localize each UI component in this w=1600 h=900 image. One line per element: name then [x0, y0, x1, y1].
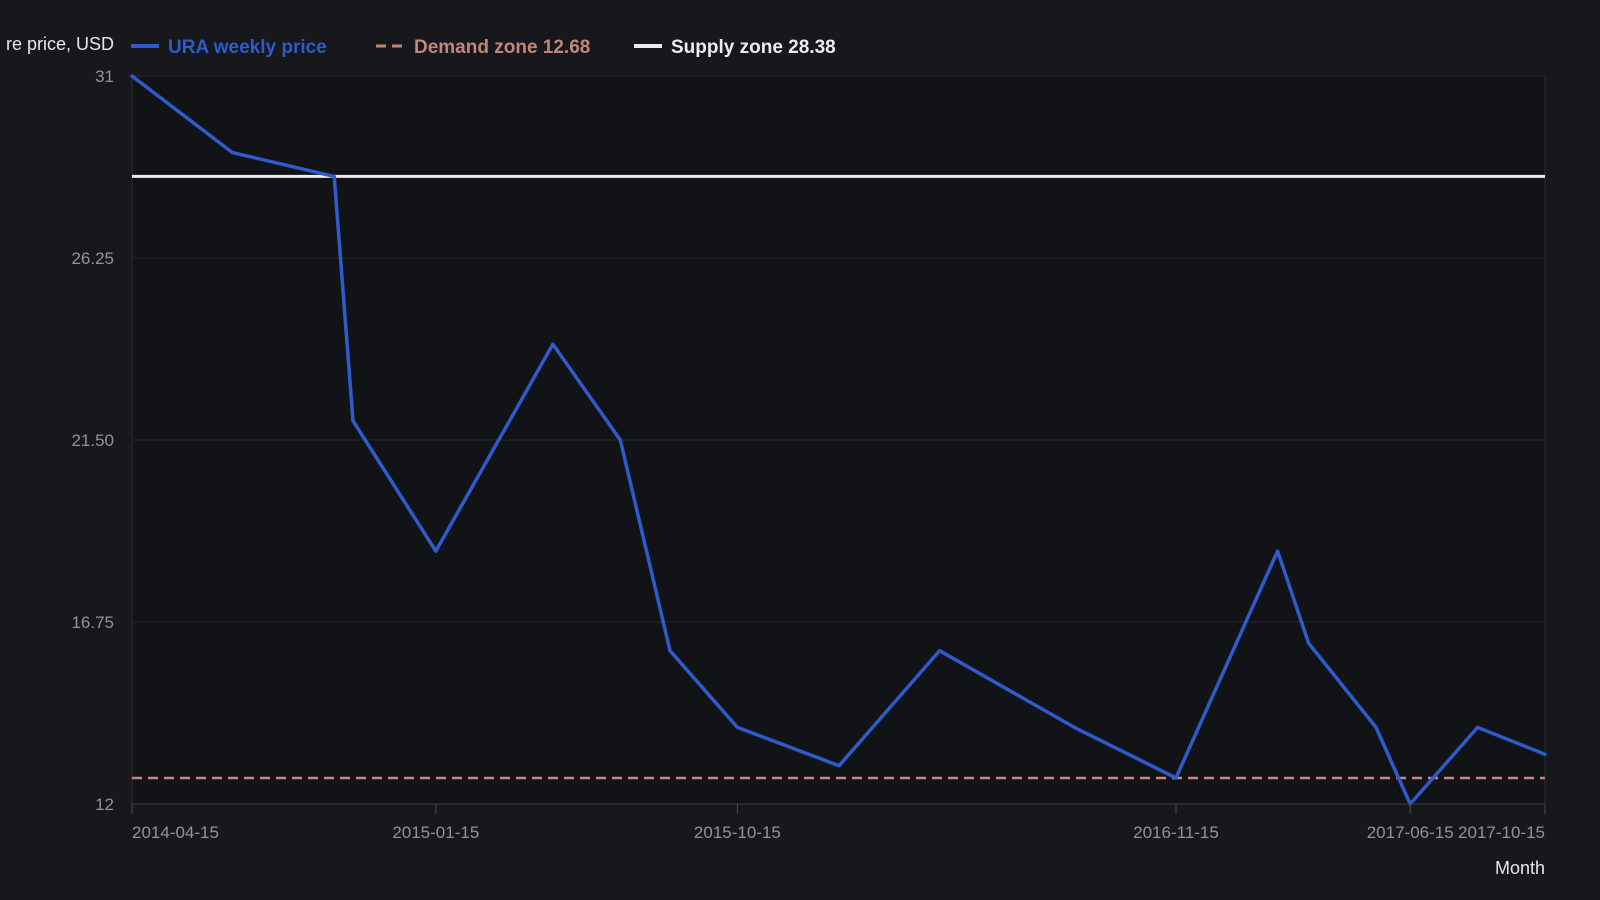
y-axis-title: re price, USD: [6, 34, 114, 54]
legend-item-demand: Demand zone 12.68: [376, 37, 590, 58]
legend-item-supply: Supply zone 28.38: [634, 37, 836, 58]
legend-label-price: URA weekly price: [168, 37, 327, 58]
x-axis: 2014-04-15 2015-01-15 2015-10-15 2016-11-15…: [131, 803, 1546, 842]
x-tick-label: 2015-01-15: [392, 823, 479, 842]
y-tick-label: 31: [95, 67, 114, 86]
y-tick-label: 16.75: [71, 613, 114, 632]
legend-label-demand: Demand zone 12.68: [414, 37, 590, 58]
series-line-price: [130, 74, 1547, 806]
x-tick-label: 2017-06-15: [1367, 823, 1454, 842]
y-tick-label: 26.25: [71, 249, 114, 268]
legend-label-supply: Supply zone 28.38: [671, 37, 836, 58]
y-axis: 12 16.75 21.50 26.25 31: [71, 67, 114, 814]
zone-lines: [132, 174, 1545, 780]
series-lines: [130, 74, 1547, 806]
x-tick-label: 2014-04-15: [132, 823, 219, 842]
x-tick-label: 2017-10-15: [1458, 823, 1545, 842]
x-tick-label: 2016-11-15: [1133, 823, 1219, 842]
y-tick-label: 12: [95, 795, 114, 814]
x-axis-title: Month: [1495, 858, 1545, 878]
legend: URA weekly price Demand zone 12.68 Suppl…: [131, 37, 836, 58]
x-tick-label: 2015-10-15: [694, 823, 781, 842]
legend-item-price: URA weekly price: [131, 37, 327, 58]
y-tick-label: 21.50: [71, 431, 114, 450]
